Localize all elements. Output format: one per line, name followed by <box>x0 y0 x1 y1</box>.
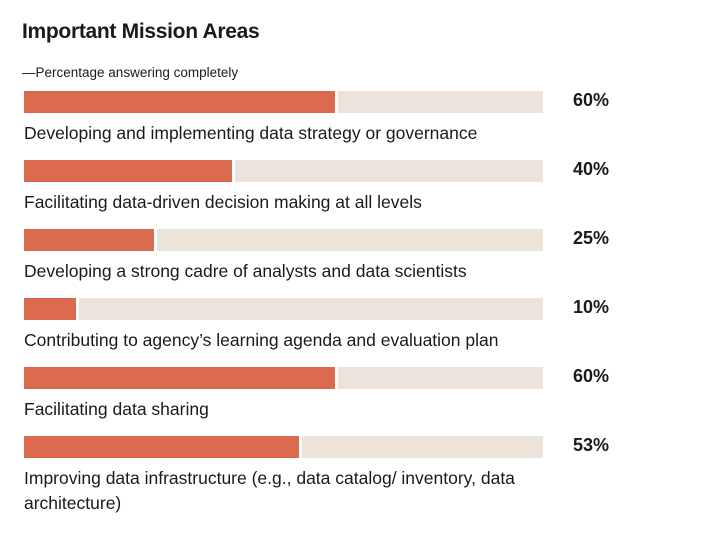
bar-value-label: 10% <box>573 297 610 317</box>
bar <box>24 436 302 458</box>
bar-value-label: 53% <box>573 435 610 455</box>
bar-track <box>24 229 543 251</box>
bar <box>24 160 235 182</box>
bar-track <box>24 298 543 320</box>
bar-value-label: 60% <box>573 90 610 110</box>
bar-track <box>24 91 543 113</box>
bar-track <box>24 160 543 182</box>
bar-value-label: 60% <box>573 366 610 386</box>
category-label: Facilitating data sharing <box>24 399 209 419</box>
category-label: Contributing to agency’s learning agenda… <box>24 330 499 350</box>
bar <box>24 298 79 320</box>
bar-track <box>24 367 543 389</box>
category-label: Improving data infrastructure (e.g., dat… <box>24 468 515 513</box>
category-label: Facilitating data-driven decision making… <box>24 192 422 212</box>
bar <box>24 229 157 251</box>
bar-value-label: 25% <box>573 228 610 248</box>
bar-value-label: 40% <box>573 159 610 179</box>
bar-track <box>24 436 543 458</box>
category-label: Developing and implementing data strateg… <box>24 123 478 143</box>
chart-title: Important Mission Areas <box>22 20 260 43</box>
bar <box>24 91 338 113</box>
bar <box>24 367 338 389</box>
chart-subtitle: —Percentage answering completely <box>22 65 239 80</box>
category-label: Developing a strong cadre of analysts an… <box>24 261 467 281</box>
